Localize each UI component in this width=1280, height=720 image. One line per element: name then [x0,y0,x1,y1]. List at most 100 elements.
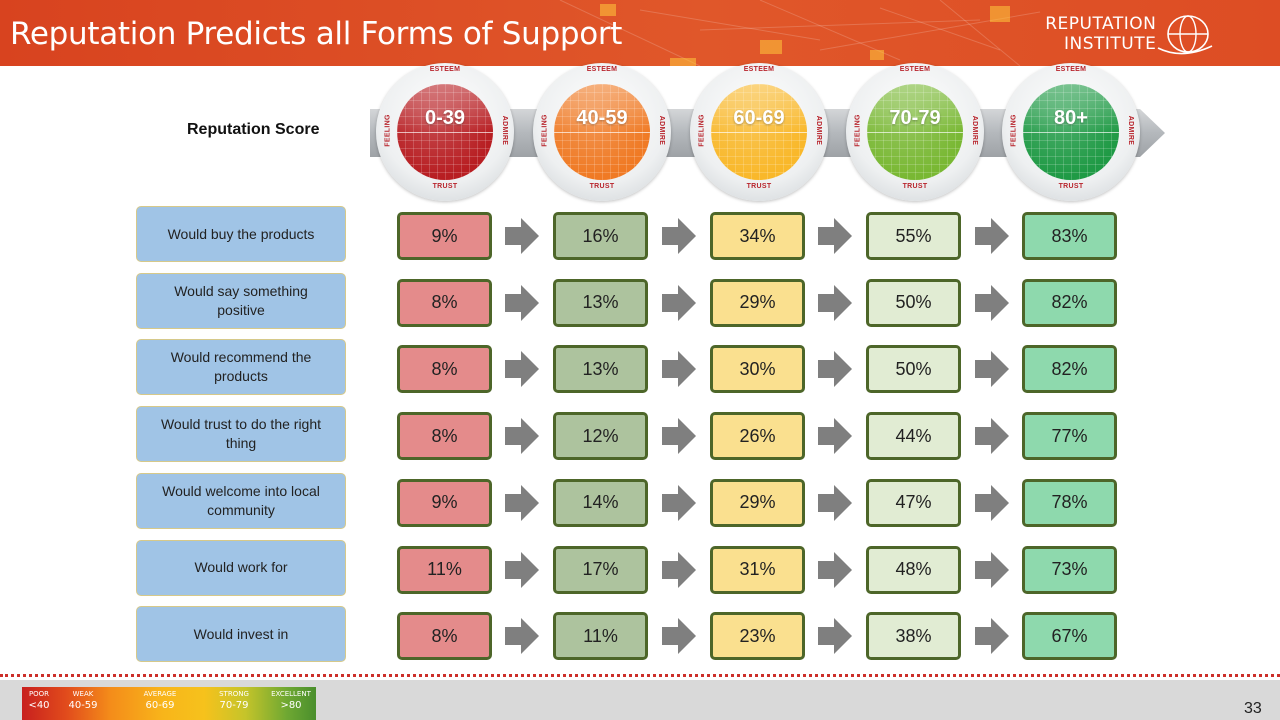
logo-line-2: Institute [1064,34,1157,54]
ring-word-left: FEELING [854,114,862,147]
network-pattern [559,0,1041,66]
value-cell: 31% [710,545,805,594]
right-arrow-icon [505,351,539,388]
right-arrow-icon [975,418,1009,455]
score-dial-3: 60-69 ESTEEM TRUST FEELING ADMIRE [690,63,828,201]
value-cell: 83% [1022,212,1117,260]
ring-word-left: FEELING [384,114,392,147]
dial-score: 70-79 [889,107,941,129]
row-label: Would trust to do the right thing [136,406,346,463]
dial-face [554,84,650,180]
ring-word-left: FEELING [1010,114,1018,147]
ring-word-bottom: TRUST [432,183,458,190]
ring-word-bottom: TRUST [902,183,928,190]
value-cell: 26% [710,412,805,461]
right-arrow-icon [505,218,539,254]
value-cell: 38% [866,612,961,661]
right-arrow-icon [818,351,852,388]
value-cell: 67% [1022,612,1117,661]
right-arrow-icon [975,618,1009,655]
value-cell: 77% [1022,412,1117,461]
legend-name: WEAK [72,690,94,698]
row-label: Would invest in [136,606,346,663]
ring-word-left: FEELING [698,114,706,147]
value-cell: 29% [710,478,805,527]
right-arrow-icon [975,484,1009,521]
legend-item: POOR <40 [24,690,54,711]
right-arrow-icon [662,218,696,254]
legend-item: EXCELLENT >80 [268,690,314,711]
right-arrow-icon [975,551,1009,588]
legend-item: WEAK 40-59 [64,690,102,711]
ring-word-top: ESTEEM [1055,66,1087,73]
legend-name: POOR [28,690,50,698]
value-cell: 8% [397,345,492,394]
ring-word-bottom: TRUST [589,183,615,190]
value-cell: 29% [710,278,805,327]
ring-word-right: ADMIRE [1127,115,1135,146]
value-cell: 50% [866,278,961,327]
pulse-line [1023,132,1119,133]
right-arrow-icon [662,618,696,655]
value-cell: 50% [866,345,961,394]
value-cell: 14% [553,478,648,527]
value-cell: 82% [1022,278,1117,327]
dial-face [397,84,493,180]
right-arrow-icon [975,218,1009,254]
ring-word-top: ESTEEM [586,66,618,73]
value-cell: 78% [1022,478,1117,527]
right-arrow-icon [662,551,696,588]
dial-score: 0-39 [424,107,466,129]
footer-divider [0,674,1280,677]
dial-face [711,84,807,180]
dial-score: 60-69 [733,107,785,129]
value-cell: 73% [1022,545,1117,594]
right-arrow-icon [505,484,539,521]
dial-face [867,84,963,180]
right-arrow-icon [818,218,852,254]
legend-name: EXCELLENT [271,690,311,698]
right-arrow-icon [818,551,852,588]
right-arrow-icon [662,284,696,321]
right-arrow-icon [662,484,696,521]
ring-word-top: ESTEEM [899,66,931,73]
right-arrow-icon [975,284,1009,321]
row-label: Would work for [136,539,346,596]
value-cell: 8% [397,278,492,327]
value-cell: 82% [1022,345,1117,394]
right-arrow-icon [662,418,696,455]
right-arrow-icon [818,284,852,321]
right-arrow-icon [818,484,852,521]
page-title: Reputation Predicts all Forms of Support [10,16,623,52]
ring-word-right: ADMIRE [815,115,823,146]
ring-word-right: ADMIRE [501,115,509,146]
ring-word-bottom: TRUST [1058,183,1084,190]
value-cell: 17% [553,545,648,594]
ring-word-right: ADMIRE [971,115,979,146]
right-arrow-icon [662,351,696,388]
legend-name: STRONG [219,690,249,698]
value-cell: 48% [866,545,961,594]
value-cell: 13% [553,278,648,327]
right-arrow-icon [505,284,539,321]
dial-score: 80+ [1054,107,1088,129]
ring-word-right: ADMIRE [658,115,666,146]
value-cell: 8% [397,612,492,661]
ring-word-left: FEELING [541,114,549,147]
globe-icon [1157,15,1213,55]
legend-range: 40-59 [68,700,98,711]
score-dial-5: 80+ ESTEEM TRUST FEELING ADMIRE [1002,63,1140,201]
right-arrow-icon [505,618,539,655]
score-dial-2: 40-59 ESTEEM TRUST FEELING ADMIRE [533,63,671,201]
score-dial-4: 70-79 ESTEEM TRUST FEELING ADMIRE [846,63,984,201]
legend-range: <40 [28,700,50,711]
value-cell: 8% [397,412,492,461]
value-cell: 11% [553,612,648,661]
value-cell: 13% [553,345,648,394]
row-label: Would buy the products [136,206,346,262]
dial-face [1023,84,1119,180]
pulse-line [554,132,650,133]
value-cell: 47% [866,478,961,527]
legend-item: AVERAGE 60-69 [134,690,186,711]
ring-word-top: ESTEEM [743,66,775,73]
